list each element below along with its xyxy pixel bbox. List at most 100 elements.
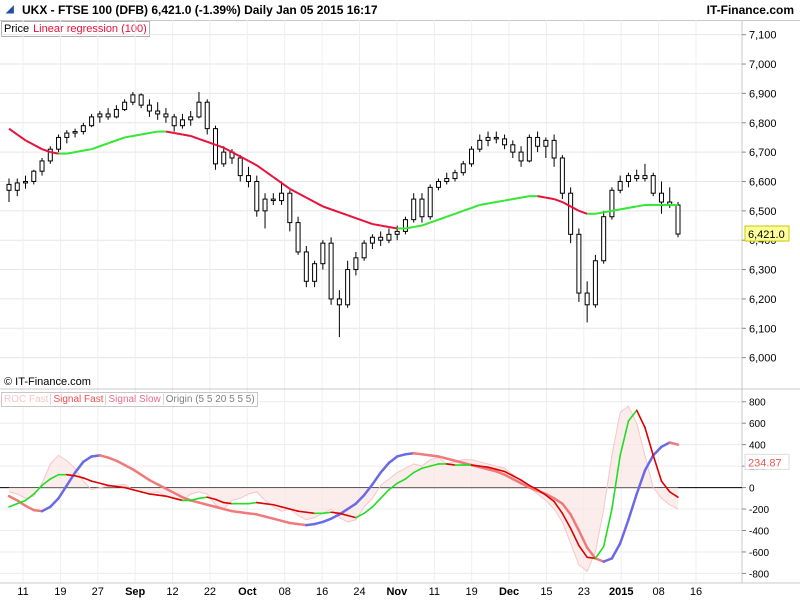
signal-slow-segment — [272, 517, 283, 523]
candle — [452, 169, 458, 182]
roc-fast-line — [8, 405, 679, 573]
candle-body — [246, 175, 252, 182]
candle-body — [113, 109, 119, 118]
regression-segment — [520, 195, 530, 199]
candle-body — [518, 151, 524, 162]
candle-body — [47, 148, 53, 162]
candle — [212, 125, 218, 170]
signal-fast-segment — [24, 493, 35, 502]
legend-signal-slow[interactable]: Signal Slow — [106, 394, 164, 405]
candle-body — [171, 116, 177, 127]
regression-segment — [272, 176, 283, 184]
signal-fast-segment — [148, 493, 159, 496]
x-tick-label: Oct — [238, 586, 257, 598]
signal-fast-segment — [660, 480, 671, 493]
regression-segment — [429, 218, 439, 224]
signal-slow-segment — [123, 463, 135, 471]
signal-slow-segment — [437, 455, 448, 460]
candle — [642, 163, 648, 182]
regression-segment — [322, 205, 332, 211]
signal-fast-segment — [264, 502, 275, 506]
candle — [113, 105, 119, 119]
signal-fast-segment — [611, 454, 621, 510]
x-tick-label: 08 — [652, 586, 664, 598]
regression-segment — [471, 204, 481, 209]
candle — [270, 193, 276, 205]
candle — [435, 178, 441, 191]
candle-body — [353, 257, 359, 271]
candle-body — [287, 192, 293, 224]
signal-slow-segment — [602, 557, 614, 563]
candle-body — [378, 236, 384, 241]
regression-segment — [16, 133, 27, 142]
signal-fast-segment — [247, 501, 258, 505]
regression-segment — [413, 224, 423, 228]
signal-slow-segment — [131, 468, 143, 476]
signal-slow-segment — [288, 521, 300, 526]
signal-fast-segment — [569, 527, 580, 547]
candle — [658, 181, 664, 214]
signal-slow-segment — [164, 487, 176, 495]
regression-segment — [33, 143, 43, 151]
x-tick-label: 12 — [166, 586, 178, 598]
signal-slow-segment — [569, 513, 581, 532]
signal-slow-segment — [552, 497, 564, 505]
regression-segment — [330, 208, 340, 214]
last-osc-label: 234.87 — [748, 457, 782, 469]
candle — [493, 131, 499, 144]
signal-fast-segment — [99, 482, 109, 487]
signal-fast-segment — [305, 511, 316, 515]
regression-segment — [496, 199, 505, 204]
signal-fast-segment — [255, 501, 266, 505]
candle-body — [279, 192, 285, 202]
price-tick-label: 6,900 — [749, 88, 777, 100]
last-price-label: 6,421.0 — [748, 229, 785, 241]
x-tick-label: 22 — [204, 586, 216, 598]
candle-body — [23, 180, 29, 184]
candle-body — [502, 138, 508, 146]
signal-fast-segment — [635, 409, 646, 429]
osc-tick-label: -400 — [749, 526, 769, 537]
candle-body — [31, 170, 37, 182]
signal-fast-segment — [553, 500, 564, 515]
signal-fast-segment — [545, 494, 555, 503]
signal-slow-segment — [106, 456, 118, 462]
signal-slow-segment — [32, 508, 44, 513]
candle-body — [609, 189, 615, 218]
osc-tick-label: 0 — [749, 484, 755, 495]
regression-segment — [454, 209, 464, 215]
brand-name[interactable]: IT-Finance.com — [706, 3, 794, 17]
signal-slow-segment — [139, 473, 151, 482]
legend-signal-fast[interactable]: Signal Fast — [51, 394, 107, 405]
signal-slow-segment — [387, 455, 399, 465]
regression-segment — [231, 151, 241, 158]
candle-body — [328, 242, 334, 300]
candle — [221, 146, 227, 167]
candle-body — [576, 233, 582, 294]
signal-fast-segment — [346, 514, 357, 519]
candle-body — [320, 242, 326, 265]
regression-segment — [248, 160, 258, 167]
candle — [460, 160, 466, 176]
price-tick-label: 6,600 — [749, 176, 777, 188]
candle-body — [551, 139, 557, 159]
legend-roc-fast[interactable]: ROC Fast — [2, 394, 52, 405]
regression-segment — [99, 142, 109, 148]
regression-segment — [174, 132, 183, 136]
candle — [237, 155, 243, 182]
candle-body — [6, 183, 12, 191]
candle — [204, 99, 210, 135]
regression-segment — [116, 136, 125, 142]
candle-body — [303, 251, 309, 282]
legend-origin[interactable]: Origin (5 5 20 5 5 5) — [165, 394, 255, 405]
signal-fast-segment — [355, 512, 365, 519]
chevron-icon[interactable]: ◢ — [6, 4, 14, 15]
candle — [402, 216, 408, 235]
regression-segment — [182, 133, 191, 137]
signal-fast-segment — [363, 506, 374, 515]
regression-segment — [553, 198, 563, 203]
candle — [675, 202, 681, 238]
legend-linear-regression[interactable]: Linear regression (100) — [33, 23, 147, 35]
candle — [336, 290, 342, 338]
price-tick-label: 6,700 — [749, 147, 777, 159]
